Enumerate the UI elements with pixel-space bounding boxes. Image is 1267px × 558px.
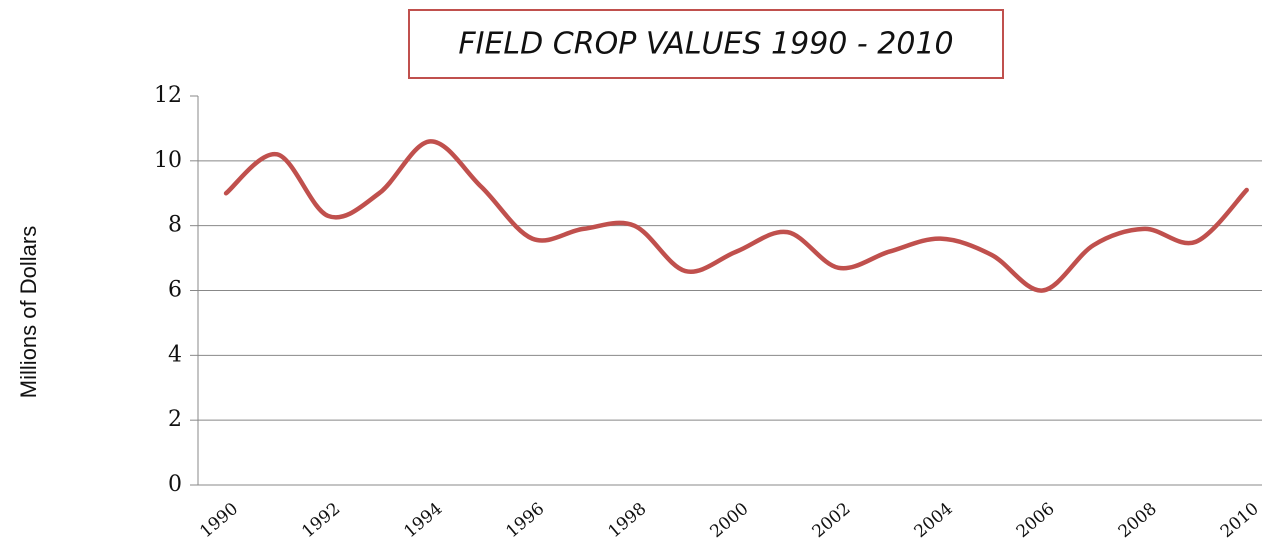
x-tick-label: 2006 <box>1013 499 1059 542</box>
x-tick-label: 2004 <box>911 499 957 542</box>
y-tick-label: 4 <box>168 342 182 367</box>
data-line <box>223 139 1249 293</box>
y-tick-label: 0 <box>168 472 182 497</box>
y-tick-label: 10 <box>154 148 182 173</box>
y-tick-label: 6 <box>168 278 182 303</box>
x-tick-label: 1998 <box>604 499 650 542</box>
x-tick-label: 1992 <box>298 499 344 542</box>
x-tick-label: 2008 <box>1115 499 1161 542</box>
y-axis-label: Millions of Dollars <box>16 226 41 398</box>
y-tick-label: 2 <box>168 407 182 432</box>
y-tick-label: 12 <box>154 83 182 108</box>
chart-title: FIELD CROP VALUES 1990 - 2010 <box>458 27 953 62</box>
x-tick-label: 1994 <box>400 499 446 542</box>
x-tick-label: 1996 <box>502 499 548 542</box>
y-tick-label: 8 <box>168 213 182 238</box>
title-box <box>408 9 1004 79</box>
x-tick-label: 2010 <box>1217 499 1263 542</box>
x-tick-label: 2002 <box>809 499 855 542</box>
x-tick-label: 2000 <box>706 499 752 542</box>
x-tick-label: 1990 <box>196 499 242 542</box>
